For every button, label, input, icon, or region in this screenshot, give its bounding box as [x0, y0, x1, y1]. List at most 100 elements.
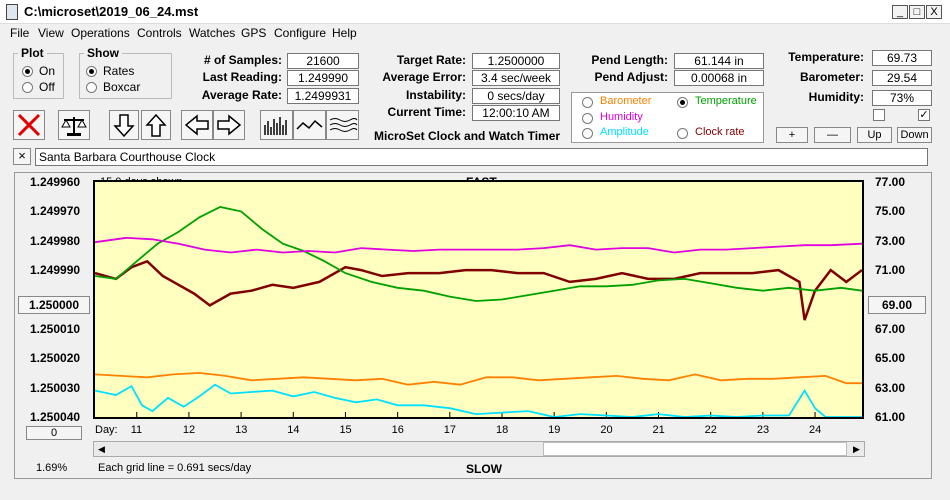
last-reading-value: 1.249990	[287, 70, 359, 86]
y-left-tick-label: 1.250040	[30, 410, 81, 424]
arrow-left-icon	[184, 114, 209, 136]
app-name: MicroSet Clock and Watch Timer	[374, 129, 561, 143]
x-tick-label: 18	[495, 424, 509, 436]
average-error-label: Average Error:	[382, 70, 466, 84]
x-tick-label: 17	[443, 424, 457, 436]
clear-name-button[interactable]: ×	[13, 148, 31, 165]
humidity-series-line	[95, 236, 862, 254]
pend-length-label: Pend Length:	[591, 53, 668, 67]
show-rates-radio[interactable]	[86, 66, 97, 77]
current-time-value: 12:00:10 AM	[472, 105, 560, 121]
amplitude-radio[interactable]	[582, 128, 593, 139]
plot-on-radio[interactable]	[22, 66, 33, 77]
y-left-tick-label: 1.250030	[30, 380, 81, 395]
menu-controls[interactable]: Controls	[137, 26, 182, 40]
y-right-tick-label: 75.00	[875, 204, 906, 219]
minimize-button[interactable]: _	[892, 5, 908, 19]
arrow-right-icon	[217, 114, 242, 136]
horizontal-scrollbar[interactable]: ◀ ▶	[93, 441, 865, 457]
x-tick-label: 11	[130, 424, 143, 436]
series-selector	[571, 92, 764, 143]
minus-button[interactable]: —	[814, 127, 851, 143]
up-button[interactable]: Up	[857, 127, 892, 143]
plot-group-title: Plot	[18, 46, 47, 60]
clear-data-button[interactable]	[13, 110, 45, 140]
menu-file[interactable]: File	[10, 26, 30, 40]
arrow-up-icon	[145, 113, 167, 137]
barometer-label: Barometer:	[799, 70, 864, 84]
humidity-label: Humidity:	[808, 90, 864, 104]
y-left-tick-label: 1.250010	[30, 321, 81, 336]
wave-view-button[interactable]	[326, 110, 359, 140]
x-tick-label: 22	[704, 424, 717, 436]
scroll-up-button[interactable]	[141, 110, 171, 140]
bottom-value-box[interactable]: 0	[26, 426, 82, 440]
pend-adjust-value: 0.00068 in	[674, 70, 764, 86]
y-right-tick-label: 67.00	[875, 321, 906, 336]
samples-label: # of Samples:	[203, 53, 282, 67]
app-icon	[6, 4, 18, 20]
left-value-box[interactable]: 1.250000	[18, 296, 90, 314]
scroll-right-button[interactable]	[213, 110, 245, 140]
temperature-option: Temperature	[695, 95, 757, 107]
clock-rate-radio[interactable]	[677, 128, 688, 139]
average-rate-label: Average Rate:	[201, 88, 282, 102]
multi-line-icon	[329, 118, 358, 132]
scale-icon	[61, 117, 87, 136]
temperature-value: 69.73	[872, 50, 932, 66]
y-right-tick-label: 65.00	[875, 351, 906, 366]
plus-button[interactable]: +	[776, 127, 808, 143]
temperature-radio[interactable]	[677, 97, 688, 108]
scroll-left-button[interactable]	[181, 110, 213, 140]
clock-name-input[interactable]: Santa Barbara Courthouse Clock	[35, 148, 928, 166]
x-tick-label: 12	[182, 424, 196, 436]
menu-operations[interactable]: Operations	[71, 26, 130, 40]
menu-help[interactable]: Help	[332, 26, 357, 40]
show-group	[79, 53, 172, 99]
bar-view-button[interactable]	[260, 110, 293, 140]
y-right-tick-label: 63.00	[875, 380, 906, 395]
menu-watches[interactable]: Watches	[189, 26, 236, 40]
amplitude-series-line	[95, 383, 862, 417]
temperature-series-line	[95, 206, 862, 302]
plot-on-label: On	[39, 64, 56, 78]
plot-area	[93, 180, 864, 419]
checkbox-2[interactable]: ✓	[918, 109, 930, 121]
down-button[interactable]: Down	[897, 127, 932, 143]
show-rates-label: Rates	[103, 64, 135, 78]
current-time-label: Current Time:	[387, 105, 466, 119]
right-value-box[interactable]: 69.00	[868, 296, 926, 314]
target-rate-label: Target Rate:	[396, 53, 466, 67]
menu-view[interactable]: View	[38, 26, 64, 40]
average-rate-value: 1.2499931	[287, 88, 359, 104]
slow-label: SLOW	[466, 462, 502, 476]
humidity-radio[interactable]	[582, 113, 593, 124]
menu-configure[interactable]: Configure	[274, 26, 327, 40]
x-tick-label: 20	[600, 424, 613, 436]
checkbox-1[interactable]	[873, 109, 885, 121]
balance-button[interactable]	[58, 110, 90, 140]
barometer-option: Barometer	[600, 95, 652, 107]
scroll-right-arrow-icon[interactable]: ▶	[853, 444, 860, 454]
scrollbar-thumb[interactable]	[543, 442, 847, 456]
temperature-label: Temperature:	[788, 50, 864, 64]
menu-gps[interactable]: GPS	[241, 26, 267, 40]
red-x-icon	[17, 113, 41, 137]
scroll-left-arrow-icon[interactable]: ◀	[98, 444, 105, 454]
barometer-radio[interactable]	[582, 97, 593, 108]
plot-off-label: Off	[39, 80, 55, 94]
line-graph-icon	[296, 119, 323, 130]
line-view-button[interactable]	[293, 110, 326, 140]
y-left-tick-label: 1.250020	[30, 351, 81, 366]
barometer-value: 29.54	[872, 70, 932, 86]
plot-off-radio[interactable]	[22, 82, 33, 93]
close-button[interactable]: X	[926, 5, 942, 19]
show-boxcar-label: Boxcar	[103, 80, 141, 94]
maximize-button[interactable]: □	[909, 5, 925, 19]
pend-length-value: 61.144 in	[674, 53, 764, 69]
x-tick-label: 15	[339, 424, 352, 436]
scroll-down-button[interactable]	[109, 110, 139, 140]
show-boxcar-radio[interactable]	[86, 82, 97, 93]
y-right-tick-label: 73.00	[875, 233, 906, 248]
day-axis-label: Day:	[95, 424, 118, 436]
